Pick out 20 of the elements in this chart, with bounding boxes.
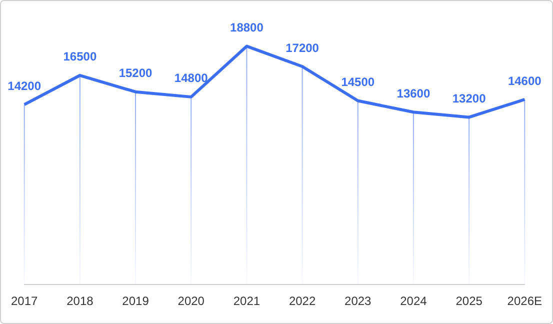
data-label: 16500 bbox=[63, 50, 97, 64]
data-label: 15200 bbox=[118, 66, 153, 80]
data-label: 17200 bbox=[286, 40, 320, 55]
data-label: 14800 bbox=[174, 71, 208, 86]
data-label: 14200 bbox=[8, 78, 42, 93]
data-label: 18800 bbox=[230, 20, 264, 35]
x-tick-label: 2021 bbox=[233, 294, 260, 308]
data-label: 14600 bbox=[508, 74, 542, 88]
x-tick-label: 2022 bbox=[288, 294, 316, 308]
x-tick-label: 2026E bbox=[507, 294, 542, 308]
x-tick-label: 2023 bbox=[344, 294, 372, 308]
x-tick-label: 2025 bbox=[456, 294, 483, 308]
data-label: 13200 bbox=[452, 92, 486, 106]
data-label: 14500 bbox=[341, 75, 375, 90]
x-tick-label: 2019 bbox=[122, 294, 150, 308]
x-tick-label: 2018 bbox=[66, 294, 94, 308]
x-tick-label: 2024 bbox=[400, 294, 428, 308]
x-tick-label: 2020 bbox=[178, 294, 205, 308]
x-tick-label: 2017 bbox=[10, 294, 38, 308]
data-label: 13600 bbox=[396, 86, 430, 100]
